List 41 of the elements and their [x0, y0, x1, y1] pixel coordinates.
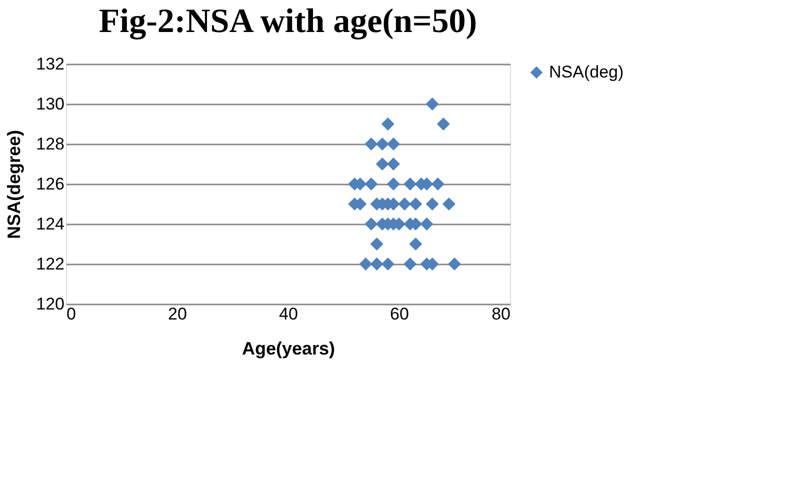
x-tick-label: 20	[168, 304, 187, 324]
point	[376, 157, 389, 171]
point	[376, 137, 389, 151]
y-tick-label: 128	[36, 134, 64, 154]
y-tick-label: 132	[36, 54, 64, 74]
point	[370, 257, 384, 271]
y-tick-label: 124	[36, 214, 64, 234]
point	[431, 177, 444, 191]
point	[436, 117, 450, 131]
point	[404, 257, 417, 271]
point	[426, 197, 439, 211]
point	[386, 177, 400, 191]
point	[370, 237, 384, 251]
point	[442, 197, 456, 211]
chart-title: Fig-2:NSA with age(n=50)	[98, 3, 478, 40]
point	[398, 197, 412, 211]
point	[409, 237, 422, 251]
point	[448, 257, 462, 271]
point	[404, 177, 417, 191]
point	[364, 217, 378, 231]
legend-label: NSA(deg)	[549, 62, 624, 82]
y-tick-label: 122	[36, 254, 64, 274]
x-tick-label: 60	[390, 304, 409, 324]
y-tick-label: 130	[36, 94, 64, 114]
point	[359, 257, 372, 271]
point	[386, 157, 400, 171]
point	[364, 137, 378, 151]
point	[426, 97, 439, 111]
x-axis-title: Age(years)	[242, 338, 336, 358]
x-tick-label: 80	[492, 304, 510, 324]
x-tick-label: 40	[279, 304, 298, 324]
y-tick-label: 126	[36, 174, 64, 194]
x-tick-label: 0	[66, 304, 76, 324]
point	[409, 197, 422, 211]
y-axis-title: NSA(degree)	[4, 130, 24, 240]
point	[381, 117, 394, 131]
point	[420, 217, 434, 231]
y-tick-label: 120	[36, 294, 64, 314]
point	[381, 257, 394, 271]
point	[364, 177, 378, 191]
point	[386, 137, 400, 151]
